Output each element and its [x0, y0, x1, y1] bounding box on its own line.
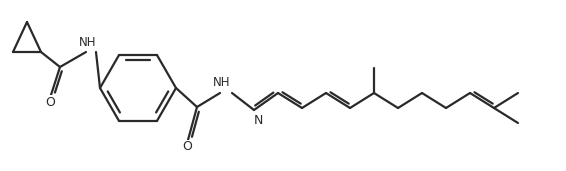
Text: O: O [182, 141, 192, 154]
Text: O: O [45, 95, 55, 109]
Text: N: N [254, 114, 263, 127]
Text: NH: NH [213, 76, 231, 89]
Text: NH: NH [79, 36, 97, 49]
